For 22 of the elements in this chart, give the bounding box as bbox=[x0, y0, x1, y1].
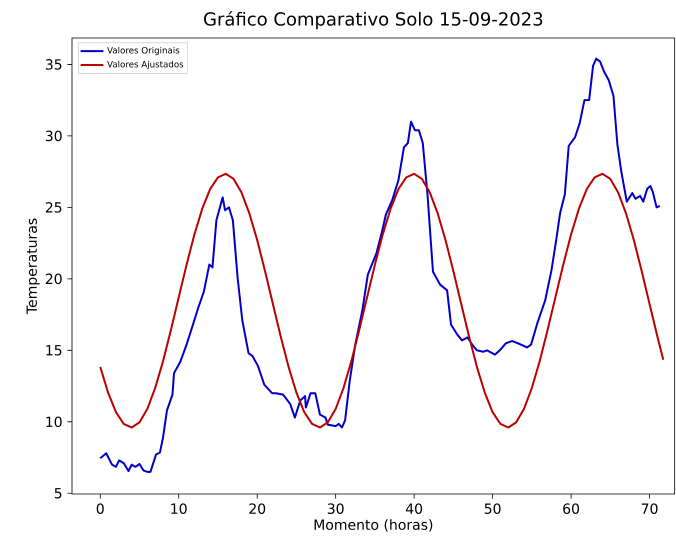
y-tick-label: 30 bbox=[46, 130, 62, 142]
x-tick-label: 50 bbox=[484, 503, 501, 514]
line-series bbox=[99, 172, 664, 429]
y-tick-label: 5 bbox=[54, 488, 62, 498]
x-axis-title: Momento (horas) bbox=[314, 519, 432, 532]
x-tick-label: 30 bbox=[328, 503, 344, 514]
x-tick-label: 60 bbox=[563, 503, 580, 514]
y-tick-label: 20 bbox=[46, 274, 62, 284]
y-tick-label: 35 bbox=[46, 59, 62, 70]
x-tick-label: 70 bbox=[642, 503, 658, 514]
x-tick-label: 40 bbox=[406, 503, 422, 514]
x-tick-label: 10 bbox=[171, 503, 187, 514]
x-tick-label: 20 bbox=[249, 503, 266, 514]
y-tick-label: 15 bbox=[46, 345, 62, 356]
y-tick-label: 25 bbox=[46, 202, 62, 213]
y-axis-title: Temperaturas bbox=[26, 218, 40, 314]
y-tick-label: 10 bbox=[46, 416, 62, 428]
legend-label: Valores Ajustados bbox=[107, 60, 184, 70]
line-series bbox=[99, 58, 661, 473]
chart-title: Gráfico Comparativo Solo 15-09-2023 bbox=[204, 11, 542, 30]
legend-label: Valores Originais bbox=[107, 46, 180, 56]
x-tick-label: 0 bbox=[96, 503, 104, 514]
